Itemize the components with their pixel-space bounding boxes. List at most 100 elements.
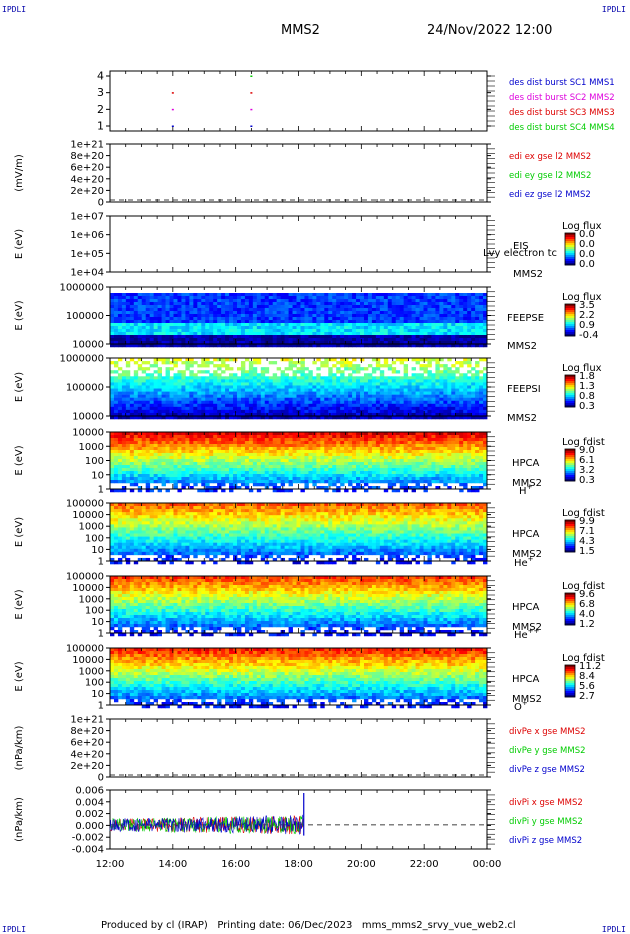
spectrogram-cell — [229, 468, 234, 472]
spectrogram-cell — [284, 338, 289, 342]
spectrogram-cell — [244, 308, 250, 312]
spectrogram-cell — [229, 293, 234, 297]
spectrogram-cell — [256, 480, 262, 484]
spectrogram-cell — [189, 462, 194, 466]
spectrogram-cell — [435, 416, 440, 420]
spectrogram-cell — [475, 302, 480, 306]
spectrogram-cell — [324, 474, 329, 478]
spectrogram-cell — [403, 382, 409, 386]
spectrogram-cell — [475, 332, 480, 336]
spectrogram-cell — [129, 447, 135, 451]
spectrogram-cell — [125, 394, 131, 398]
spectrogram-cell — [133, 412, 139, 417]
spectrogram-cell — [344, 311, 349, 315]
spectrogram-cell — [244, 444, 250, 448]
spectrogram-cell — [320, 332, 325, 336]
spectrogram-cell — [149, 293, 155, 297]
spectrogram-cell — [455, 361, 460, 365]
spectrogram-cell — [296, 438, 301, 442]
spectrogram-cell — [141, 320, 147, 324]
spectrogram-cell — [371, 376, 377, 380]
spectrogram-cell — [360, 302, 365, 306]
spectrogram-cell — [169, 441, 174, 445]
spectrogram-cell — [455, 370, 460, 374]
spectrogram-cell — [332, 474, 337, 478]
spectrogram-cell — [471, 335, 476, 339]
spectrogram-cell — [125, 462, 131, 466]
spectrogram-cell — [221, 416, 226, 420]
spectrogram-cell — [387, 409, 393, 414]
spectrogram-cell — [193, 483, 198, 487]
spectrogram-cell — [467, 361, 472, 365]
spectrogram-cell — [209, 403, 214, 408]
spectrogram-cell — [244, 471, 250, 475]
spectrogram-cell — [427, 370, 432, 374]
spectrogram-cell — [367, 344, 373, 348]
spectrogram-cell — [213, 435, 218, 439]
spectrogram-cell — [288, 435, 293, 439]
spectrogram-cell — [459, 388, 464, 392]
spectrogram-cell — [189, 397, 194, 401]
spectrogram-cell — [153, 480, 159, 484]
spectrogram-cell — [189, 459, 194, 463]
spectrogram-cell — [399, 323, 405, 327]
spectrogram-cell — [229, 397, 234, 401]
spectrogram-cell — [161, 361, 166, 365]
spectrogram-cell — [221, 302, 226, 306]
spectrogram-cell — [483, 314, 488, 318]
spectrogram-cell — [213, 314, 218, 318]
spectrogram-cell — [189, 400, 194, 405]
spectrogram-cell — [161, 438, 166, 442]
spectrogram-cell — [483, 302, 488, 306]
y-tick-label: 1 — [97, 120, 104, 133]
spectrogram-cell — [328, 335, 333, 339]
spectrogram-cell — [236, 305, 242, 309]
spectrogram-cell — [399, 388, 405, 392]
spectrogram-cell — [252, 400, 258, 405]
spectrogram-cell — [332, 394, 337, 398]
spectrogram-cell — [316, 486, 321, 490]
spectrogram-cell — [276, 400, 282, 405]
spectrogram-cell — [288, 338, 293, 342]
spectrogram-cell — [463, 397, 468, 401]
spectrogram-cell — [352, 403, 357, 408]
spectrogram-cell — [455, 382, 460, 386]
spectrogram-cell — [391, 335, 397, 339]
spectrogram-cell — [316, 329, 321, 333]
spectrogram-cell — [256, 358, 262, 362]
spectrogram-cell — [443, 311, 448, 315]
spectrogram-cell — [145, 397, 151, 401]
spectrogram-cell — [427, 320, 432, 324]
spectrogram-cell — [399, 382, 405, 386]
spectrogram-cell — [467, 403, 472, 408]
spectrogram-cell — [292, 480, 297, 484]
spectrogram-cell — [348, 456, 353, 460]
spectrogram-cell — [149, 299, 155, 303]
spectrogram-cell — [145, 471, 151, 475]
spectrogram-cell — [221, 468, 226, 472]
spectrogram-cell — [324, 358, 329, 362]
spectrogram-cell — [153, 477, 159, 481]
spectrogram-cell — [427, 379, 432, 383]
spectrogram-cell — [363, 441, 369, 445]
spectrogram-cell — [165, 459, 170, 463]
spectrogram-cell — [221, 296, 226, 300]
spectrogram-cell — [129, 412, 135, 417]
spectrogram-cell — [375, 296, 381, 300]
spectrogram-cell — [185, 391, 190, 395]
spectrogram-cell — [304, 335, 309, 339]
spectrogram-cell — [193, 320, 198, 324]
spectrogram-cell — [125, 480, 131, 484]
spectrogram-cell — [161, 450, 166, 454]
spectrogram-cell — [463, 412, 468, 417]
spectrogram-cell — [133, 385, 139, 389]
spectrogram-cell — [348, 335, 353, 339]
spectrogram-cell — [133, 326, 139, 330]
spectrogram-cell — [268, 388, 274, 392]
spectrogram-cell — [379, 412, 385, 417]
spectrogram-cell — [110, 432, 115, 436]
spectrogram-cell — [272, 459, 278, 463]
spectrogram-cell — [181, 409, 186, 414]
spectrogram-cell — [447, 305, 452, 309]
